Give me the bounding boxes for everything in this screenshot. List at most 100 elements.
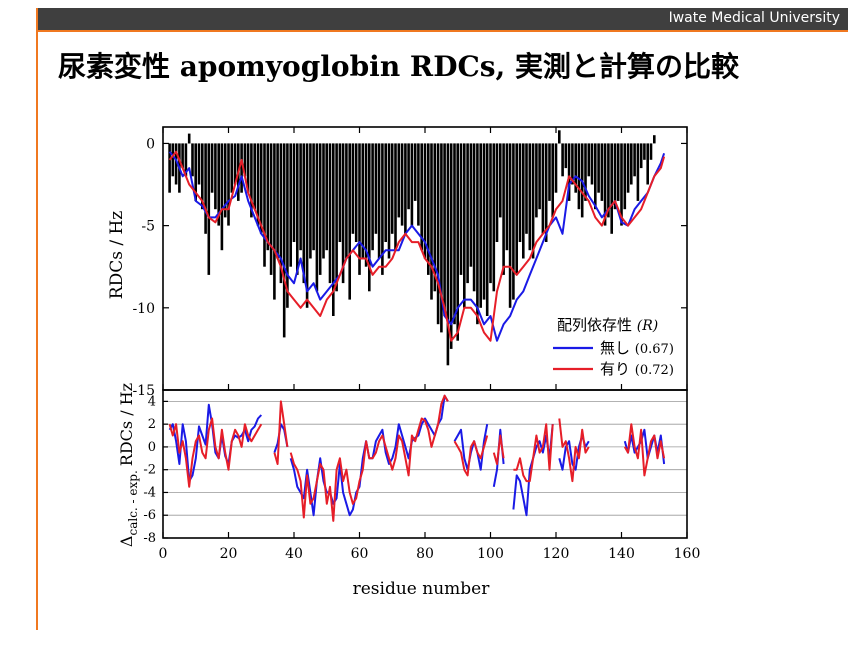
rdc-bar-111	[525, 143, 528, 234]
rdc-bar-51	[328, 143, 332, 284]
rdc-bar-7	[184, 143, 188, 177]
rdc-bar-27	[250, 143, 253, 218]
bottom-series-1-seg-6	[558, 418, 590, 483]
rdc-bar-9	[191, 143, 194, 177]
rdc-bar-81	[427, 143, 430, 275]
rdc-bar-149	[649, 143, 653, 160]
rdc-bar-109	[518, 143, 522, 242]
rdc-bar-46	[312, 143, 315, 251]
rdc-bar-90	[456, 143, 459, 341]
xtick-label: 0	[159, 546, 168, 562]
rdc-bar-150	[653, 135, 656, 144]
rdc-bar-134	[600, 143, 604, 201]
rdc-bar-54	[338, 143, 342, 242]
bottom-ytick-label: -8	[143, 531, 156, 546]
rdc-bar-56	[345, 143, 348, 259]
rdc-bar-114	[535, 143, 538, 218]
top-series-line-1	[168, 150, 666, 342]
ylabel-delta: Δ	[117, 536, 136, 548]
legend-value-blue: (0.67)	[635, 342, 674, 357]
rdc-bar-59	[354, 143, 358, 242]
xtick-label: 60	[351, 546, 369, 562]
rdc-bar-94	[469, 143, 473, 267]
rdc-bar-3	[171, 143, 175, 177]
rdc-bar-119	[551, 143, 554, 218]
rdc-bar-110	[522, 143, 525, 259]
rdc-bar-58	[351, 143, 355, 234]
top-ytick-label: -10	[132, 301, 155, 317]
legend-title: 配列依存性	[557, 316, 632, 334]
rdc-bar-124	[567, 143, 571, 201]
rdc-bar-123	[564, 143, 568, 169]
rdc-bar-6	[181, 143, 184, 169]
rdc-bar-41	[296, 143, 299, 275]
rdc-bar-36	[279, 143, 283, 284]
rdc-bar-19	[223, 143, 227, 218]
rdc-bar-101	[492, 143, 496, 292]
rdc-bar-148	[646, 143, 649, 185]
rdc-bar-141	[623, 143, 627, 210]
rdc-bar-102	[495, 143, 499, 242]
rdc-bar-20	[227, 143, 230, 226]
rdc-bar-98	[482, 143, 486, 300]
rdc-bar-112	[528, 143, 532, 251]
rdc-bar-91	[459, 143, 463, 275]
bottom-frame	[162, 389, 688, 539]
rdc-bar-82	[430, 143, 433, 300]
xtick-label: 140	[608, 546, 635, 562]
rdc-bar-116	[541, 143, 545, 234]
accent-line-horizontal	[36, 30, 848, 32]
rdc-bar-44	[305, 143, 309, 308]
rdc-bar-100	[489, 143, 492, 284]
rdc-bar-70	[390, 143, 394, 234]
rdc-bar-13	[204, 143, 207, 234]
bottom-ytick-label: -2	[143, 463, 156, 478]
rdc-bar-28	[253, 143, 256, 210]
rdc-bar-84	[436, 143, 440, 325]
xtick-label: 40	[285, 546, 303, 562]
rdc-bar-39	[289, 143, 292, 267]
rdc-bar-68	[384, 143, 387, 242]
rdc-bar-122	[561, 143, 564, 177]
rdc-bar-107	[512, 143, 515, 300]
rdc-bar-34	[273, 143, 276, 300]
rdc-bar-31	[263, 143, 266, 267]
rdc-bar-64	[371, 143, 374, 251]
rdc-bar-103	[499, 143, 502, 218]
rdc-bar-143	[630, 143, 633, 185]
rdc-bar-53	[335, 143, 338, 292]
top-ytick-label: -15	[132, 383, 155, 399]
rdc-bar-74	[404, 143, 407, 234]
rdc-bar-45	[309, 143, 312, 259]
ylabel-tail: RDCs / Hz	[117, 383, 136, 466]
rdc-bar-147	[643, 143, 646, 160]
legend: 配列依存性 (R) 無し (0.67) 有り (0.72)	[553, 316, 674, 378]
legend-value-red: (0.72)	[635, 363, 674, 378]
bottom-ylabel: Δcalc. - exp. RDCs / Hz	[117, 383, 140, 547]
svg-text:有り (0.72): 有り (0.72)	[600, 360, 674, 378]
rdc-bar-130	[587, 143, 591, 177]
rdc-bar-2	[168, 143, 171, 193]
rdc-bar-135	[603, 143, 607, 226]
bottom-series-1-seg-3	[453, 435, 489, 477]
rdc-bar-87	[446, 143, 450, 366]
ylabel-sub: calc. - exp.	[126, 470, 140, 535]
rdc-bar-126	[574, 143, 577, 193]
rdc-bar-24	[240, 143, 243, 193]
bottom-ytick-label: -6	[143, 508, 156, 523]
rdc-bar-99	[485, 143, 489, 316]
rdc-bar-104	[502, 143, 505, 275]
rdc-bar-115	[538, 143, 541, 210]
rdc-bar-42	[299, 143, 302, 251]
xtick-label: 80	[416, 546, 434, 562]
rdc-bar-17	[217, 143, 220, 226]
rdc-bar-29	[256, 143, 260, 226]
rdc-bar-88	[449, 143, 453, 349]
rdc-bar-63	[368, 143, 371, 292]
rdc-bar-97	[479, 143, 482, 308]
rdc-bar-121	[558, 130, 561, 144]
rdc-bar-131	[590, 143, 594, 185]
legend-label-red: 有り	[600, 360, 630, 378]
rdc-bar-14	[207, 143, 211, 275]
